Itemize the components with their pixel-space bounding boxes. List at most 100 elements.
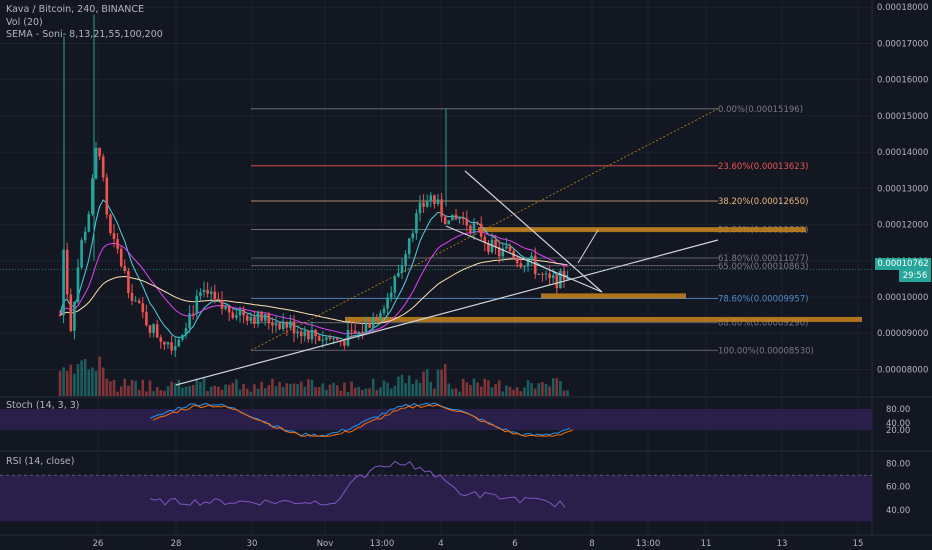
volume-bar [404,383,407,396]
volume-bar [415,379,418,396]
candle-body [501,248,505,257]
volume-bar [296,384,299,396]
rsi-tick-label: 60.00 [886,483,910,493]
candle-body [325,337,328,340]
wedge-lower-line [445,225,603,293]
orange-zones[interactable] [345,227,862,322]
volume-bar [202,378,206,396]
symbol-legend[interactable]: Kava / Bitcoin, 240, BINANCE [6,4,145,15]
time-tick-label: 13:00 [636,539,661,549]
candle-body [530,255,533,261]
candle-body [253,317,256,324]
sema-legend[interactable]: SEMA - Soni- 8,13,21,55,100,200 [6,29,163,40]
volume-bar [465,382,469,396]
volume-bar [141,379,145,396]
volume-bar [346,391,350,396]
candle-body [314,329,317,337]
volume-bar [411,383,415,396]
volume-bar [537,383,541,396]
volume-bar [397,376,400,396]
volume-bar [267,385,271,396]
candle-body [469,225,472,233]
candle-body [433,195,436,204]
ema-8-line [59,199,568,341]
volume-bar [548,386,551,396]
candle-body [134,300,137,302]
candle-body [487,242,490,253]
volume-bar [238,389,242,396]
candle-body [472,223,476,233]
volume-bar [191,385,195,396]
volume-bar [451,388,454,396]
candle-body [98,147,101,157]
candle-body [519,263,523,268]
volume-bar [278,381,281,396]
candle-body [346,330,350,346]
price-tick-label: 0.00015000 [877,112,928,122]
candle-body [411,233,415,239]
volume-bar [512,389,515,396]
volume-bar [112,379,116,396]
candle-body [566,278,569,280]
candle-body [83,231,87,241]
volume-bar [501,391,505,396]
volume-bar [562,390,566,396]
candle-body [523,266,526,268]
candle-body [451,214,454,221]
time-axis[interactable]: 26 28 30 Nov 13:00 4 6 8 13:00 11 13 15 [93,539,864,549]
candle-body [389,292,393,298]
candle-body [191,313,195,315]
volume-bar [260,381,263,396]
candle-body [58,315,62,317]
candle-body [130,292,134,301]
rsi-tick-label: 40.00 [886,506,910,516]
volume-legend[interactable]: Vol (20) [6,17,43,28]
candle-body [350,330,353,332]
volume-bar [289,383,292,396]
volume-bar [407,375,411,396]
volume-bar [220,389,224,396]
time-tick-label: 13:00 [370,539,395,549]
trendline-drawings[interactable] [0,170,872,386]
stoch-label[interactable]: Stoch (14, 3, 3) [6,400,80,411]
candle-body [224,306,227,309]
volume-bar [443,364,447,396]
volume-bar [379,387,382,396]
volume-bar [206,390,209,396]
price-tick-label: 0.00009000 [877,329,928,339]
rsi-label[interactable]: RSI (14, close) [6,456,75,467]
candle-body [422,202,425,207]
candle-body [541,273,544,275]
candle-body [299,331,303,337]
volume-bar [361,389,364,396]
candle-body [335,338,339,341]
volume-bar [116,391,119,396]
candle-body [454,214,458,220]
candle-body [303,330,307,337]
volume-bar [494,384,497,396]
candle-body [76,267,80,302]
volume-bar [357,386,361,396]
volume-bar [148,380,152,396]
volume-bar [487,380,490,396]
candle-body [368,323,371,328]
rsi-band [0,475,872,522]
candle-body [170,342,173,351]
volume-bar [483,378,487,396]
candle-body [159,337,163,342]
volume-bar [87,369,91,396]
candle-body [375,317,379,320]
volume-bar [325,389,328,396]
rsi-tick-label: 80.00 [886,460,910,470]
candle-body [505,246,508,249]
stoch-band [0,409,872,430]
candle-body [217,298,220,301]
volume-bar [436,369,440,396]
volume-bar [454,388,458,396]
volume-bar [105,378,109,396]
volume-bar [166,386,170,396]
grid [0,0,932,536]
candle-body [155,324,159,338]
volume-bar [328,384,332,396]
